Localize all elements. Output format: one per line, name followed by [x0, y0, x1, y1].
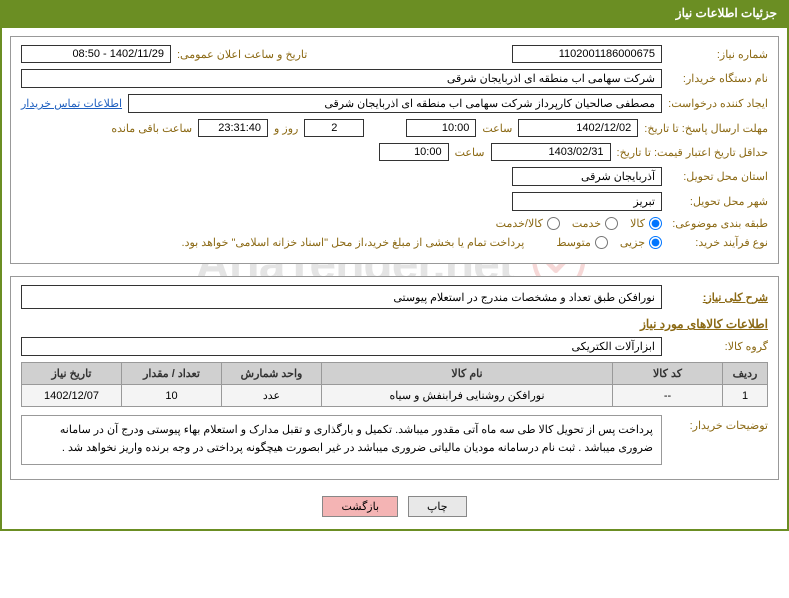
radio-service-input[interactable] [605, 217, 618, 230]
th-date: تاریخ نیاز [22, 363, 122, 385]
td-qty: 10 [122, 385, 222, 407]
days-and-label: روز و [274, 122, 298, 135]
purchase-type-label: نوع فرآیند خرید: [668, 236, 768, 249]
requester-value: مصطفی صالحیان کارپرداز شرکت سهامی اب منط… [128, 94, 662, 113]
response-deadline-label: مهلت ارسال پاسخ: تا تاریخ: [644, 122, 768, 135]
panel-title: جزئیات اطلاعات نیاز [676, 6, 777, 20]
goods-table: ردیف کد کالا نام کالا واحد شمارش تعداد /… [21, 362, 768, 407]
general-desc-label: شرح کلی نیاز: [668, 291, 768, 304]
td-code: -- [613, 385, 723, 407]
delivery-city-value: تبریز [512, 192, 662, 211]
goods-info-title: اطلاعات کالاهای مورد نیاز [21, 317, 768, 331]
buyer-notes-label: توضیحات خریدار: [668, 415, 768, 432]
need-number-label: شماره نیاز: [668, 48, 768, 61]
panel-body: AriaTender.net شماره نیاز: 1102001186000… [0, 26, 789, 531]
radio-partial-input[interactable] [649, 236, 662, 249]
td-date: 1402/12/07 [22, 385, 122, 407]
requester-label: ایجاد کننده درخواست: [668, 97, 768, 110]
buyer-org-value: شرکت سهامی اب منطقه ای اذربایجان شرقی [21, 69, 662, 88]
price-validity-label: حداقل تاریخ اعتبار قیمت: تا تاریخ: [617, 146, 768, 159]
category-radio-group: کالا خدمت کالا/خدمت [496, 217, 662, 230]
radio-goods[interactable]: کالا [630, 217, 662, 230]
response-time-value: 10:00 [406, 119, 476, 137]
th-row: ردیف [723, 363, 768, 385]
general-desc-value: نورافکن طبق تعداد و مشخصات مندرج در استع… [21, 285, 662, 309]
th-unit: واحد شمارش [222, 363, 322, 385]
buyer-contact-link[interactable]: اطلاعات تماس خریدار [21, 97, 122, 110]
buyer-org-label: نام دستگاه خریدار: [668, 72, 768, 85]
radio-goods-service-input[interactable] [547, 217, 560, 230]
radio-goods-service[interactable]: کالا/خدمت [496, 217, 560, 230]
description-section: شرح کلی نیاز: نورافکن طبق تعداد و مشخصات… [10, 276, 779, 480]
table-header-row: ردیف کد کالا نام کالا واحد شمارش تعداد /… [22, 363, 768, 385]
price-validity-time: 10:00 [379, 143, 449, 161]
td-row: 1 [723, 385, 768, 407]
need-number-value: 1102001186000675 [512, 45, 662, 63]
radio-goods-input[interactable] [649, 217, 662, 230]
remaining-text: ساعت باقی مانده [111, 122, 192, 135]
th-code: کد کالا [613, 363, 723, 385]
announce-date-label: تاریخ و ساعت اعلان عمومی: [177, 48, 307, 61]
delivery-city-label: شهر محل تحویل: [668, 195, 768, 208]
panel-header: جزئیات اطلاعات نیاز [0, 0, 789, 26]
print-button[interactable]: چاپ [408, 496, 467, 517]
radio-medium[interactable]: متوسط [556, 236, 608, 249]
goods-group-value: ابزارآلات الکتریکی [21, 337, 662, 356]
td-name: نورافکن روشنایی فرابنفش و سیاه [322, 385, 613, 407]
time-label-2: ساعت [455, 146, 485, 159]
announce-date-value: 1402/11/29 - 08:50 [21, 45, 171, 63]
td-unit: عدد [222, 385, 322, 407]
purchase-type-radio-group: جزیی متوسط [556, 236, 662, 249]
buyer-notes-value: پرداخت پس از تحویل کالا طی سه ماه آتی مق… [21, 415, 662, 465]
radio-service[interactable]: خدمت [572, 217, 618, 230]
delivery-province-value: آذربایجان شرقی [512, 167, 662, 186]
response-date-value: 1402/12/02 [518, 119, 638, 137]
table-row: 1 -- نورافکن روشنایی فرابنفش و سیاه عدد … [22, 385, 768, 407]
time-label-1: ساعت [482, 122, 512, 135]
payment-note: پرداخت تمام یا بخشی از مبلغ خرید،از محل … [182, 236, 525, 249]
category-label: طبقه بندی موضوعی: [668, 217, 768, 230]
delivery-province-label: استان محل تحویل: [668, 170, 768, 183]
price-validity-date: 1403/02/31 [491, 143, 611, 161]
goods-group-label: گروه کالا: [668, 340, 768, 353]
remaining-days: 2 [304, 119, 364, 137]
th-qty: تعداد / مقدار [122, 363, 222, 385]
radio-partial[interactable]: جزیی [620, 236, 662, 249]
button-row: چاپ بازگشت [10, 492, 779, 521]
main-info-box: شماره نیاز: 1102001186000675 تاریخ و ساع… [10, 36, 779, 264]
radio-medium-input[interactable] [595, 236, 608, 249]
th-name: نام کالا [322, 363, 613, 385]
back-button[interactable]: بازگشت [322, 496, 398, 517]
remaining-time: 23:31:40 [198, 119, 268, 137]
